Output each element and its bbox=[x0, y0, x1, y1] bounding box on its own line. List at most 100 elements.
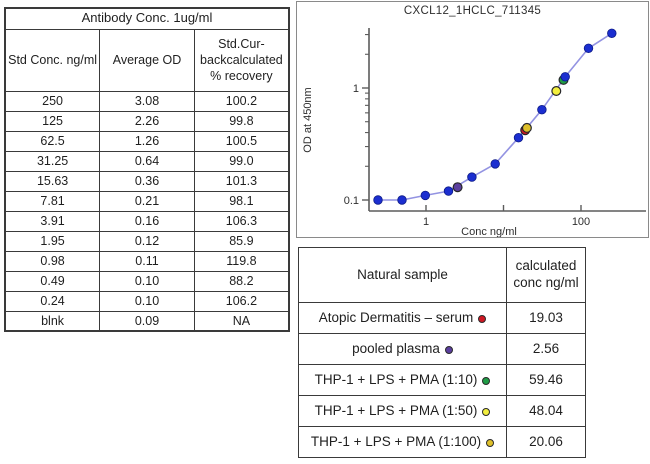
standards-cell: 119.8 bbox=[193, 250, 290, 272]
standard-point bbox=[490, 159, 500, 169]
x-tick-label: 100 bbox=[572, 216, 590, 228]
samples-table-body: Atopic Dermatitis – serum 19.03 pooled pla… bbox=[298, 302, 586, 458]
samples-table-row: THP-1 + LPS + PMA (1:100) 20.06 bbox=[298, 426, 586, 458]
samples-table-header-row: Natural sample calculated conc ng/ml bbox=[298, 247, 586, 303]
standards-cell: 100.2 bbox=[193, 90, 290, 112]
standards-cell: 7.81 bbox=[4, 190, 101, 212]
samples-table-row: THP-1 + LPS + PMA (1:10) 59.46 bbox=[298, 364, 586, 396]
header-backcalculated-recovery: Std.Cur-backcalculated % recovery bbox=[193, 28, 290, 92]
standards-table-row: 7.81 0.21 98.1 bbox=[4, 190, 290, 212]
standards-table-row: 250 3.08 100.2 bbox=[4, 90, 290, 112]
samples-table-row: Atopic Dermatitis – serum 19.03 bbox=[298, 302, 586, 334]
standards-cell: 99.8 bbox=[193, 110, 290, 132]
sample-label: pooled plasma bbox=[352, 340, 440, 356]
samples-table-row: pooled plasma 2.56 bbox=[298, 333, 586, 365]
standards-table-row: 0.49 0.10 88.2 bbox=[4, 270, 290, 292]
standard-curve-line bbox=[378, 32, 613, 201]
header-natural-sample: Natural sample bbox=[298, 247, 507, 303]
standards-cell: 100.5 bbox=[193, 130, 290, 152]
sample-label: THP-1 + LPS + PMA (1:10) bbox=[314, 371, 478, 387]
header-calculated-conc: calculated conc ng/ml bbox=[506, 247, 586, 303]
sample-label-cell: THP-1 + LPS + PMA (1:10) bbox=[298, 364, 507, 396]
sample-point bbox=[551, 85, 562, 96]
standard-curve-svg: 0.1 1 1 100 Conc ng/ml OD at 450nm bbox=[302, 28, 646, 237]
standards-cell: 0.64 bbox=[99, 150, 195, 172]
sample-label: THP-1 + LPS + PMA (1:100) bbox=[310, 433, 482, 449]
header-average-od: Average OD bbox=[99, 28, 195, 92]
standards-cell: 62.5 bbox=[4, 130, 101, 152]
sample-point bbox=[521, 122, 532, 133]
sample-color-dot-icon bbox=[478, 314, 487, 323]
y-axis-title: OD at 450nm bbox=[302, 87, 314, 152]
standards-table-title: Antibody Conc. 1ug/ml bbox=[4, 7, 290, 30]
sample-value-cell: 2.56 bbox=[506, 333, 586, 365]
sample-color-dot-icon bbox=[444, 345, 453, 354]
standards-cell: 101.3 bbox=[193, 170, 290, 192]
standards-cell: 0.24 bbox=[4, 290, 101, 312]
sample-label: Atopic Dermatitis – serum bbox=[318, 309, 474, 325]
standards-cell: 1.95 bbox=[4, 230, 101, 252]
standards-table-row: 0.24 0.10 106.2 bbox=[4, 290, 290, 312]
standards-table-row: 1.95 0.12 85.9 bbox=[4, 230, 290, 252]
standard-point bbox=[537, 104, 547, 115]
sample-value-cell: 48.04 bbox=[506, 395, 586, 427]
standards-cell: 125 bbox=[4, 110, 101, 132]
standards-cell: 0.16 bbox=[99, 210, 195, 232]
standards-cell: 0.11 bbox=[99, 250, 195, 272]
x-tick-label: 1 bbox=[423, 216, 429, 228]
sample-label-cell: Atopic Dermatitis – serum bbox=[298, 302, 507, 334]
standard-point bbox=[420, 190, 431, 201]
standard-point bbox=[373, 195, 383, 205]
standard-point bbox=[513, 132, 524, 143]
standards-table-row: blnk 0.09 NA bbox=[4, 310, 290, 332]
header-std-conc: Std Conc. ng/ml bbox=[4, 28, 101, 92]
chart-title: CXCL12_1HCLC_711345 bbox=[403, 5, 542, 17]
sample-color-dot-icon bbox=[482, 376, 491, 385]
standards-cell: NA bbox=[193, 310, 290, 332]
sample-label-cell: THP-1 + LPS + PMA (1:100) bbox=[298, 426, 507, 458]
standards-cell: 0.10 bbox=[99, 290, 195, 312]
standards-cell: 250 bbox=[4, 90, 101, 112]
standards-cell: blnk bbox=[4, 310, 101, 332]
sample-value-cell: 59.46 bbox=[506, 364, 586, 396]
standards-table-row: 15.63 0.36 101.3 bbox=[4, 170, 290, 192]
standard-point bbox=[583, 43, 594, 54]
sample-color-dot-icon bbox=[486, 438, 495, 447]
standards-table-title-row: Antibody Conc. 1ug/ml bbox=[4, 7, 290, 30]
samples-table: Natural sample calculated conc ng/ml Ato… bbox=[298, 247, 586, 458]
standard-point bbox=[443, 186, 454, 196]
x-axis-title: Conc ng/ml bbox=[461, 226, 517, 237]
y-tick-label: 0.1 bbox=[344, 195, 359, 207]
standards-cell: 3.91 bbox=[4, 210, 101, 232]
standards-cell: 15.63 bbox=[4, 170, 101, 192]
standards-cell: 85.9 bbox=[193, 230, 290, 252]
sample-point bbox=[452, 182, 463, 193]
samples-table-row: THP-1 + LPS + PMA (1:50) 48.04 bbox=[298, 395, 586, 427]
standards-table-row: 31.25 0.64 99.0 bbox=[4, 150, 290, 172]
standards-cell: 0.36 bbox=[99, 170, 195, 192]
standards-table-row: 3.91 0.16 106.3 bbox=[4, 210, 290, 232]
standards-table: Antibody Conc. 1ug/ml Std Conc. ng/ml Av… bbox=[4, 7, 290, 332]
standards-table-row: 0.98 0.11 119.8 bbox=[4, 250, 290, 272]
standards-cell: 3.08 bbox=[99, 90, 195, 112]
standards-table-header-row: Std Conc. ng/ml Average OD Std.Cur-backc… bbox=[4, 28, 290, 92]
standards-table-row: 62.5 1.26 100.5 bbox=[4, 130, 290, 152]
standards-cell: 0.49 bbox=[4, 270, 101, 292]
sample-label: THP-1 + LPS + PMA (1:50) bbox=[314, 402, 478, 418]
standards-cell: 88.2 bbox=[193, 270, 290, 292]
sample-value-cell: 19.03 bbox=[506, 302, 586, 334]
standards-table-row: 125 2.26 99.8 bbox=[4, 110, 290, 132]
standards-cell: 106.2 bbox=[193, 290, 290, 312]
standards-cell: 2.26 bbox=[99, 110, 195, 132]
standards-cell: 0.98 bbox=[4, 250, 101, 272]
standards-table-body: 250 3.08 100.2 125 2.26 99.8 62.5 1.26 100.5 31.2… bbox=[4, 90, 290, 332]
standards-cell: 0.12 bbox=[99, 230, 195, 252]
standards-cell: 1.26 bbox=[99, 130, 195, 152]
sample-label-cell: pooled plasma bbox=[298, 333, 507, 365]
standards-cell: 0.21 bbox=[99, 190, 195, 212]
standards-cell: 99.0 bbox=[193, 150, 290, 172]
sample-label-cell: THP-1 + LPS + PMA (1:50) bbox=[298, 395, 507, 427]
standards-cell: 0.09 bbox=[99, 310, 195, 332]
standards-cell: 98.1 bbox=[193, 190, 290, 212]
